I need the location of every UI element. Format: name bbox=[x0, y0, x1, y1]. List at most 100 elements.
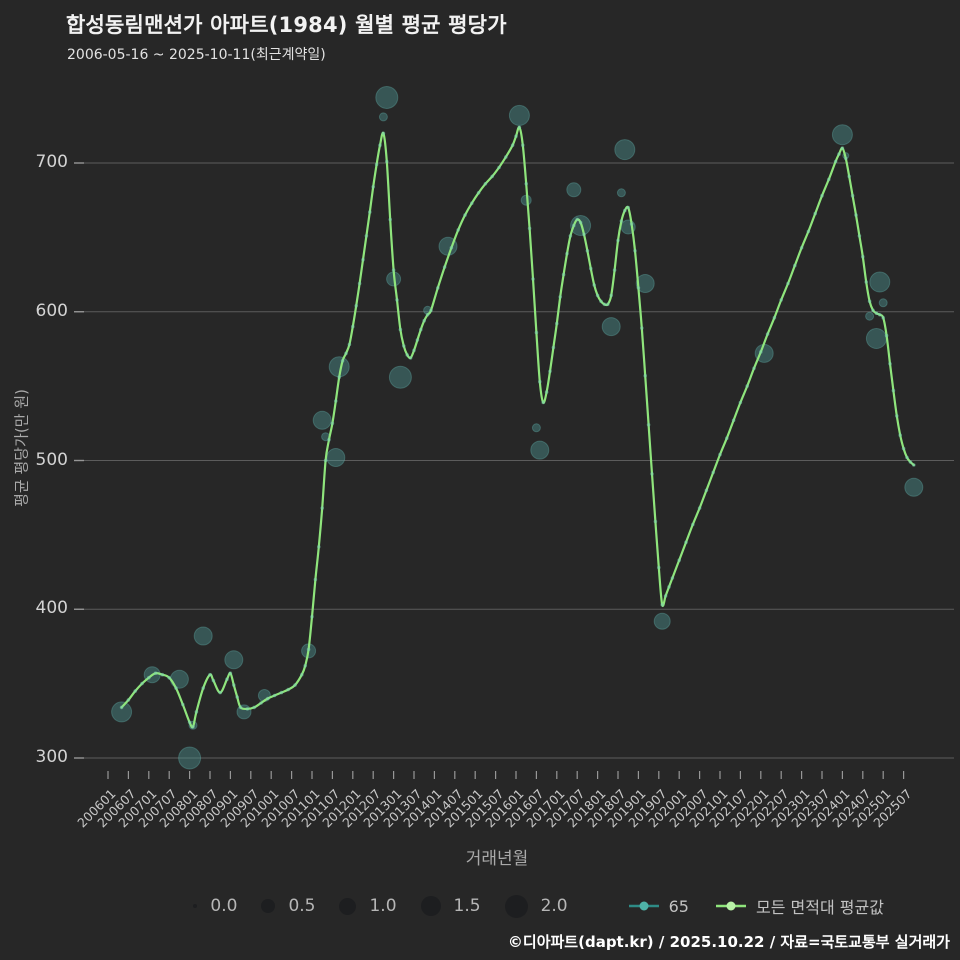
x-axis-title: 거래년월 bbox=[465, 849, 529, 869]
line-point-dot bbox=[840, 146, 845, 150]
line-point-dot bbox=[891, 388, 896, 393]
bubble-65[interactable] bbox=[614, 139, 636, 161]
bubble-65[interactable] bbox=[904, 477, 924, 497]
line-point-dot bbox=[334, 399, 338, 403]
bubble-65[interactable] bbox=[831, 124, 853, 146]
line-point-dot bbox=[568, 234, 573, 238]
bubble-65[interactable] bbox=[378, 112, 388, 122]
line-point-dot bbox=[463, 213, 467, 217]
bubble-65[interactable] bbox=[111, 701, 133, 723]
legend-series-item[interactable]: 65 bbox=[628, 897, 689, 916]
line-point-dot bbox=[405, 353, 410, 357]
line-point-dot bbox=[357, 281, 362, 286]
line-point-dot bbox=[313, 577, 318, 582]
line-point-dot bbox=[663, 594, 668, 598]
line-point-dot bbox=[534, 330, 539, 335]
line-point-dot bbox=[538, 379, 542, 384]
bubble-65[interactable] bbox=[869, 271, 891, 293]
bubble-65[interactable] bbox=[616, 188, 626, 198]
bubble-65[interactable] bbox=[178, 746, 202, 770]
line-point-dot bbox=[895, 414, 899, 418]
line-point-dot bbox=[442, 265, 447, 269]
line-point-dot bbox=[779, 298, 783, 302]
line-point-dot bbox=[844, 156, 848, 161]
line-point-dot bbox=[867, 299, 872, 304]
bubble-65[interactable] bbox=[193, 626, 213, 646]
line-point-dot bbox=[527, 226, 532, 231]
bubble-65[interactable] bbox=[388, 365, 412, 389]
legend-series-marker-icon bbox=[628, 901, 659, 911]
y-tick-label: 700 bbox=[35, 152, 68, 172]
line-point-dot bbox=[857, 234, 862, 238]
line-point-dot bbox=[272, 693, 277, 698]
credit-footer: ©디아파트(dapt.kr) / 2025.10.22 / 자료=국토교통부 실… bbox=[507, 933, 950, 951]
legend: 0.0 0.5 1.0 1.5 2.0 65 모든 면적대 평균값 bbox=[193, 892, 910, 920]
bubble-65[interactable] bbox=[224, 650, 244, 670]
line-point-dot bbox=[589, 266, 593, 271]
line-point-dot bbox=[677, 558, 681, 562]
chart-subtitle: 2006-05-16 ~ 2025-10-11(최근계약일) bbox=[67, 47, 326, 63]
line-point-dot bbox=[561, 272, 566, 277]
line-point-dot bbox=[310, 614, 314, 619]
line-point-dot bbox=[623, 208, 627, 213]
line-point-dot bbox=[368, 210, 372, 214]
line-point-dot bbox=[786, 281, 790, 286]
line-point-dot bbox=[337, 375, 342, 380]
line-point-dot bbox=[391, 268, 396, 272]
line-point-dot bbox=[599, 299, 603, 304]
line-point-dot bbox=[119, 705, 124, 710]
line-point-dot bbox=[126, 698, 131, 702]
line-point-dot bbox=[731, 418, 736, 423]
bubble-65[interactable] bbox=[312, 410, 332, 430]
line-point-dot bbox=[670, 576, 675, 580]
line-point-dot bbox=[861, 254, 865, 259]
line-point-dot bbox=[330, 421, 335, 426]
legend-size-label: 1.5 bbox=[453, 896, 481, 916]
line-point-dot bbox=[436, 286, 440, 290]
bubble-65[interactable] bbox=[635, 274, 655, 293]
line-point-dot bbox=[905, 455, 909, 460]
line-point-dot bbox=[595, 293, 600, 298]
legend-size-item: 1.0 bbox=[339, 896, 397, 916]
line-point-dot bbox=[524, 182, 528, 186]
bubble-65[interactable] bbox=[653, 612, 671, 630]
bubble-65[interactable] bbox=[865, 328, 887, 349]
bubble-65[interactable] bbox=[326, 448, 346, 467]
line-point-dot bbox=[667, 585, 671, 589]
line-point-dot bbox=[252, 705, 256, 710]
line-point-dot bbox=[850, 193, 855, 198]
bubble-65[interactable] bbox=[531, 423, 541, 433]
line-point-dot bbox=[504, 155, 508, 159]
line-point-dot bbox=[888, 362, 892, 366]
legend-series-item[interactable]: 모든 면적대 평균값 bbox=[715, 894, 884, 918]
bubble-65[interactable] bbox=[375, 86, 399, 109]
y-tick-label: 300 bbox=[35, 747, 68, 767]
line-point-dot bbox=[881, 315, 885, 320]
legend-size-circle bbox=[193, 903, 198, 909]
line-point-dot bbox=[395, 298, 399, 302]
legend-size-item: 0.0 bbox=[193, 896, 237, 916]
line-point-dot bbox=[419, 327, 423, 332]
line-point-dot bbox=[820, 193, 824, 198]
line-point-dot bbox=[218, 690, 222, 695]
line-point-dot bbox=[374, 162, 379, 167]
line-point-dot bbox=[558, 295, 562, 299]
line-point-dot bbox=[551, 345, 556, 350]
bubble-65[interactable] bbox=[865, 311, 875, 321]
line-point-dot bbox=[827, 177, 831, 182]
bubble-65[interactable] bbox=[530, 440, 550, 460]
bubble-65[interactable] bbox=[601, 317, 621, 337]
line-point-dot bbox=[449, 246, 454, 250]
line-point-dot bbox=[320, 506, 325, 510]
line-point-dot bbox=[228, 671, 233, 675]
bubble-65[interactable] bbox=[566, 182, 582, 198]
line-point-dot bbox=[833, 159, 838, 164]
bubble-65[interactable] bbox=[878, 298, 888, 308]
line-point-dot bbox=[286, 687, 291, 692]
legend-size-item: 2.0 bbox=[504, 894, 568, 918]
line-point-dot bbox=[476, 191, 481, 195]
bubble-65[interactable] bbox=[508, 104, 530, 126]
legend-size-label: 2.0 bbox=[540, 896, 568, 916]
bubble-65[interactable] bbox=[169, 669, 189, 689]
line-point-dot bbox=[306, 647, 311, 652]
